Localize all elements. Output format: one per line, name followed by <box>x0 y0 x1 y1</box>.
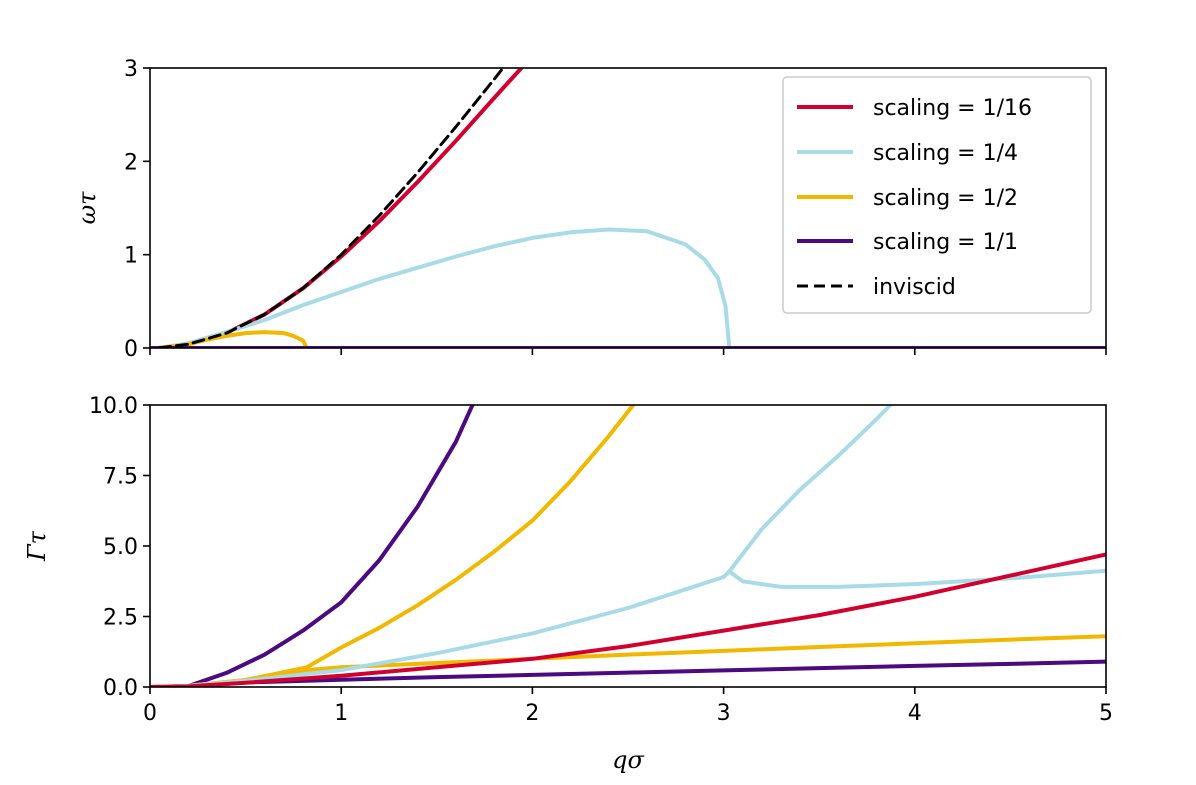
x-axis-label: qσ <box>612 746 644 774</box>
legend-entry-5: inviscid <box>797 275 956 300</box>
top-series-line-2 <box>157 227 732 348</box>
legend-label-5: inviscid <box>873 275 956 300</box>
top-y-tick-label-0: 0 <box>124 337 138 362</box>
x-tick-label-5: 5 <box>1099 701 1113 726</box>
bottom-y-tick-label-0: 0.0 <box>103 676 138 701</box>
top-series-line-5 <box>158 68 505 348</box>
bottom-series-line-7 <box>727 568 1106 589</box>
legend-entry-4: scaling = 1/1 <box>797 230 1018 255</box>
bottom-y-tick-label-3: 7.5 <box>103 465 138 490</box>
bottom-panel: 0 1 2 3 4 5 0.0 2.5 5.0 7.5 10.0 Γτ qσ <box>23 394 1113 774</box>
legend-entry-1: scaling = 1/16 <box>797 96 1032 121</box>
x-tick-label-1: 1 <box>334 701 348 726</box>
legend-label-4: scaling = 1/1 <box>873 230 1018 255</box>
legend: scaling = 1/16 scaling = 1/4 scaling = 1… <box>782 76 1092 314</box>
x-tick-label-4: 4 <box>908 701 922 726</box>
legend-entry-2: scaling = 1/4 <box>797 141 1018 166</box>
x-tick-label-2: 2 <box>525 701 539 726</box>
legend-label-1: scaling = 1/16 <box>873 96 1032 121</box>
bottom-series-line-6 <box>727 405 894 574</box>
top-y-axis-label: ωτ <box>73 191 101 225</box>
bottom-ticks: 0 1 2 3 4 5 0.0 2.5 5.0 7.5 10.0 <box>89 394 1113 726</box>
top-y-tick-label-1: 1 <box>124 244 138 269</box>
top-panel: 0 1 2 3 ωτ scaling = 1/16 scaling = 1/4 sca… <box>73 57 1107 362</box>
legend-entry-3: scaling = 1/2 <box>797 186 1018 211</box>
bottom-y-tick-label-1: 2.5 <box>103 606 138 631</box>
bottom-y-axis-label: Γτ <box>23 530 51 562</box>
x-tick-label-3: 3 <box>717 701 731 726</box>
bottom-series-line-1 <box>150 405 475 687</box>
top-axes-frame <box>149 67 1107 349</box>
top-ticks: 0 1 2 3 <box>124 57 1107 362</box>
legend-label-2: scaling = 1/4 <box>873 141 1018 166</box>
top-y-tick-label-3: 3 <box>124 57 138 82</box>
bottom-series-line-8 <box>150 552 1106 687</box>
legend-label-3: scaling = 1/2 <box>873 186 1018 211</box>
bottom-y-tick-label-4: 10.0 <box>89 394 138 419</box>
top-plot-lines <box>150 68 1106 348</box>
x-tick-label-0: 0 <box>143 701 157 726</box>
legend-frame <box>782 76 1092 314</box>
top-series-line-1 <box>157 68 525 348</box>
bottom-y-tick-label-2: 5.0 <box>103 535 138 560</box>
bottom-plot-lines <box>150 405 1106 687</box>
top-y-tick-label-2: 2 <box>124 150 138 175</box>
